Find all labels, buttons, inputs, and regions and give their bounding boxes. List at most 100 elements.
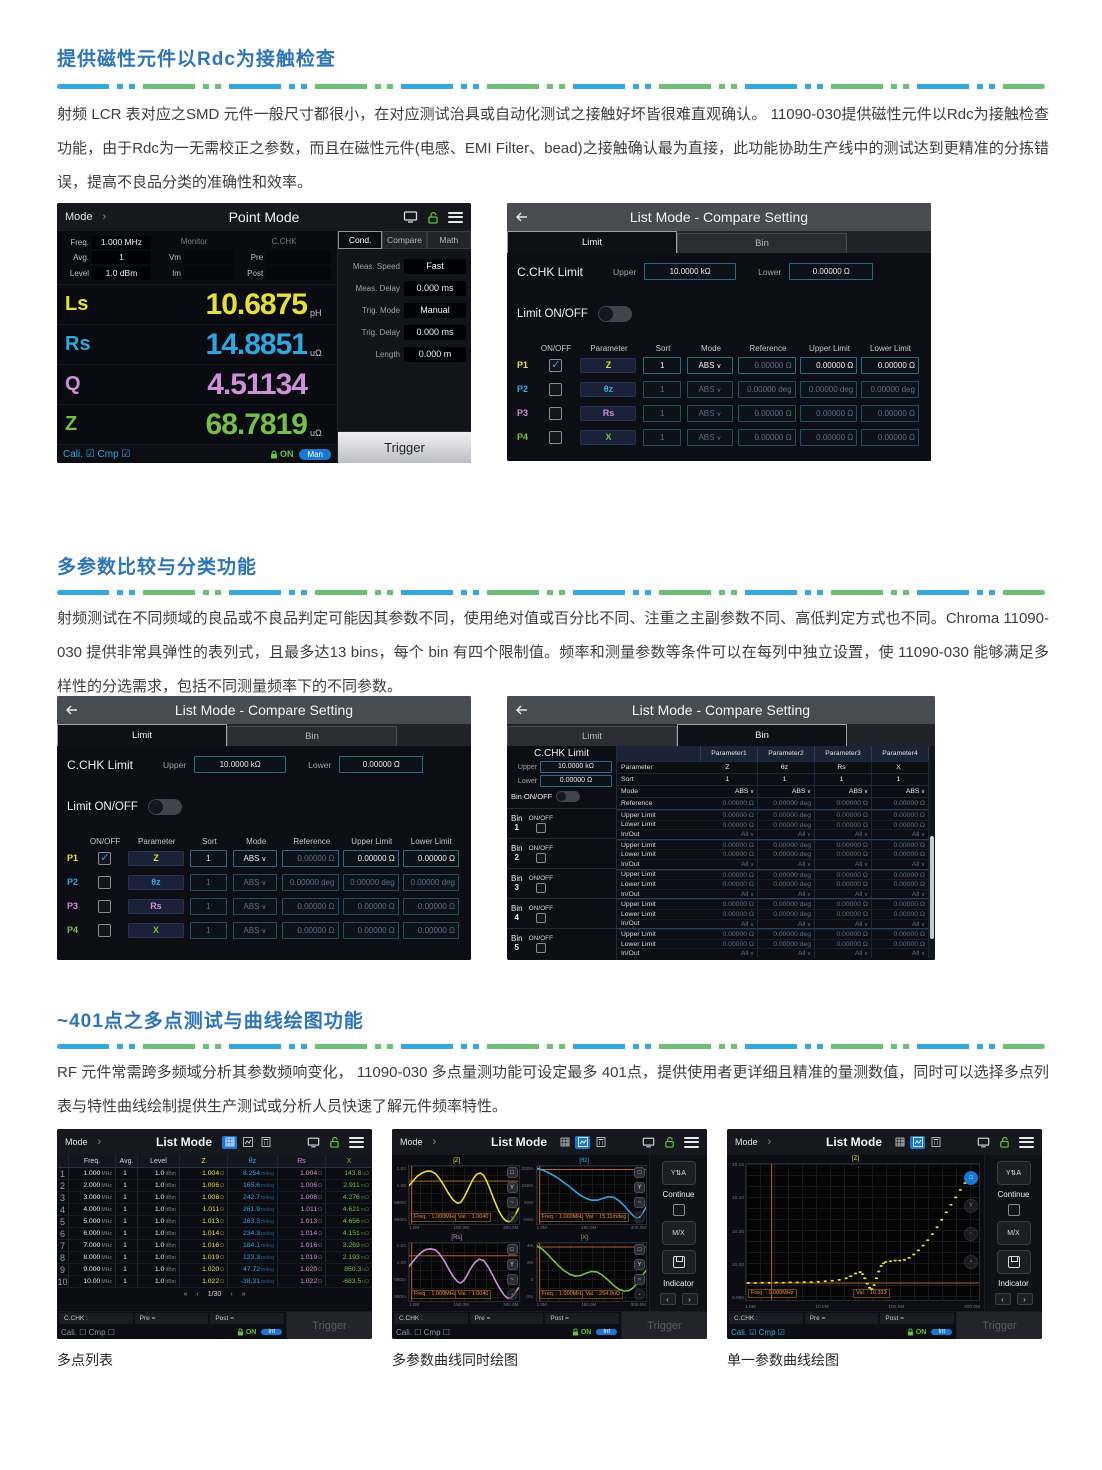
bin-inout-select[interactable]: All (815, 919, 872, 929)
table-row[interactable]: 9 9.000 MHz 1 1.0 dBm 1.020 Ω 47.72 mdeg 1.0… (57, 1264, 372, 1276)
lower-limit-field[interactable]: 0.00000 deg (861, 380, 919, 398)
indicator-prev-button[interactable]: ‹ (994, 1293, 1011, 1305)
lower-limit-field[interactable]: 0.00000 Ω (861, 356, 919, 374)
yscale-icon[interactable] (634, 1259, 645, 1270)
table-row[interactable]: 6 6.000 MHz 1 1.0 dBm 1.014 Ω 234.3 mdeg 1.0… (57, 1228, 372, 1240)
indicator-next-button[interactable]: › (1016, 1293, 1033, 1305)
curve-style-icon[interactable] (506, 1274, 518, 1285)
yscale-icon[interactable] (506, 1182, 518, 1193)
mode-select[interactable]: ABS (758, 786, 815, 797)
table-row[interactable]: 7 7.000 MHz 1 1.0 dBm 1.016 Ω 184.1 mdeg 1.0… (57, 1240, 372, 1252)
bin-lower-cell[interactable]: 0.00000 Ω (872, 909, 929, 919)
table-view-icon[interactable] (222, 1135, 237, 1149)
tab-limit[interactable]: Limit (57, 724, 227, 746)
save-icon[interactable] (506, 1212, 518, 1223)
bin-upper-cell[interactable]: 0.00000 deg (758, 811, 815, 820)
bin-inout-select[interactable]: All (872, 859, 929, 869)
bin-inout-select[interactable]: All (815, 830, 872, 839)
trigger-button[interactable]: Trigger (286, 1312, 372, 1339)
tab-bin[interactable]: Bin (677, 724, 847, 746)
y-autoscale-button[interactable] (661, 1161, 696, 1185)
display-icon[interactable] (642, 1137, 655, 1148)
table-row[interactable]: 3 3.000 MHz 1 1.0 dBm 1.008 Ω 242.7 mdeg 1.0… (57, 1192, 372, 1204)
table-row[interactable]: 5 5.000 MHz 1 1.0 dBm 1.013 Ω 263.3 mdeg 1.0… (57, 1216, 372, 1228)
chart-view-icon[interactable] (240, 1136, 255, 1149)
bin-lower-cell[interactable]: 0.00000 Ω (872, 820, 929, 830)
bin-inout-select[interactable]: All (701, 859, 758, 869)
reference-field[interactable]: 0.00000 Ω (282, 849, 339, 867)
menu-icon[interactable] (349, 1136, 364, 1148)
limit-toggle[interactable] (147, 799, 182, 815)
yscale-icon[interactable] (506, 1259, 518, 1270)
upper-limit-field[interactable]: 0.00000 Ω (342, 897, 399, 915)
trigger-button[interactable]: Trigger (621, 1312, 707, 1339)
mode-select[interactable]: ABS (687, 428, 733, 446)
bin-inout-select[interactable]: All (701, 830, 758, 839)
parameter-chip[interactable]: θz (580, 381, 637, 397)
curve-style-icon[interactable] (506, 1197, 518, 1208)
bin-checkbox[interactable] (535, 942, 546, 953)
bin-upper-cell[interactable]: 0.00000 Ω (701, 811, 758, 820)
condition-value[interactable]: 0.000 ms (404, 281, 466, 296)
onoff-checkbox[interactable] (98, 851, 112, 865)
tab-cond[interactable]: Cond. (338, 231, 383, 249)
table-view-icon[interactable] (892, 1136, 907, 1149)
save-icon[interactable] (634, 1289, 645, 1300)
mode-menu[interactable]: Mode (65, 1136, 101, 1148)
lower-limit-field[interactable]: 0.00000 deg (402, 873, 460, 891)
upper-limit-field[interactable]: 0.00000 Ω (799, 428, 858, 446)
bin-upper-cell[interactable]: 0.00000 Ω (815, 811, 872, 820)
bin-lower-cell[interactable]: 0.00000 deg (758, 880, 815, 889)
cchk-lower-field[interactable]: 0.00000 Ω (339, 756, 424, 773)
condition-value[interactable]: 0.000 ms (404, 325, 466, 340)
bin-lower-cell[interactable]: 0.00000 Ω (701, 820, 758, 830)
yscale-icon[interactable] (634, 1182, 645, 1193)
continue-checkbox[interactable] (672, 1204, 685, 1216)
back-icon[interactable] (65, 705, 79, 716)
bin-inout-select[interactable]: All (815, 859, 872, 869)
bin-checkbox[interactable] (535, 852, 546, 863)
cali-cmp-status[interactable]: Cali. ☐ Cmp ☐ (61, 1327, 115, 1337)
avg-field[interactable]: 1 (92, 251, 151, 264)
sort-field[interactable]: 1 (643, 428, 682, 446)
lower-limit-field[interactable]: 0.00000 Ω (861, 404, 919, 422)
parameter-cell[interactable]: θz (758, 762, 815, 773)
tab-bin[interactable]: Bin (677, 233, 847, 253)
cchk-upper-field[interactable]: 10.0000 kΩ (644, 263, 737, 280)
bin-upper-cell[interactable]: 0.00000 Ω (815, 900, 872, 909)
reference-field[interactable]: 0.00000 Ω (282, 897, 339, 915)
table-row[interactable]: 1 1.000 MHz 1 1.0 dBm 1.004 Ω 8.254 mdeg 1.0… (57, 1168, 372, 1180)
sort-field[interactable]: 1 (643, 356, 682, 374)
bin-lower-cell[interactable]: 0.00000 Ω (701, 939, 758, 949)
bin-upper-cell[interactable]: 0.00000 Ω (701, 870, 758, 880)
bin-upper-cell[interactable]: 0.00000 Ω (815, 930, 872, 939)
chart-view-icon[interactable] (910, 1135, 925, 1149)
bin-upper-cell[interactable]: 0.00000 deg (758, 840, 815, 850)
upper-limit-field[interactable]: 0.00000 Ω (342, 921, 399, 939)
menu-icon[interactable] (448, 211, 463, 223)
table-view-icon[interactable] (557, 1136, 572, 1149)
bin-lower-cell[interactable]: 0.00000 Ω (701, 909, 758, 919)
mode-select[interactable]: ABS (872, 786, 929, 797)
bin-lower-cell[interactable]: 0.00000 deg (758, 850, 815, 859)
sort-field[interactable]: 1 (643, 380, 682, 398)
calc-view-icon[interactable] (593, 1136, 608, 1149)
axis-mode-button[interactable] (661, 1221, 696, 1245)
sort-field[interactable]: 1 (189, 897, 227, 915)
tab-math[interactable]: Math (426, 231, 471, 249)
calc-view-icon[interactable] (928, 1136, 943, 1149)
display-icon[interactable] (977, 1137, 990, 1148)
condition-value[interactable]: Fast (404, 259, 466, 274)
next-page-button[interactable]: › (230, 1291, 233, 1298)
bin-inout-select[interactable]: All (758, 949, 815, 958)
bin-inout-select[interactable]: All (872, 919, 929, 929)
bin-inout-select[interactable]: All (758, 889, 815, 899)
upper-limit-field[interactable]: 0.00000 Ω (799, 356, 858, 374)
mode-select[interactable]: ABS (687, 356, 733, 374)
chart-view-icon[interactable] (575, 1135, 590, 1149)
active-plot-button[interactable] (964, 1171, 978, 1185)
bin-upper-cell[interactable]: 0.00000 Ω (701, 840, 758, 850)
mode-select[interactable]: ABS (815, 786, 872, 797)
display-icon[interactable] (403, 211, 418, 223)
plot-x[interactable]: Freq. : 1.000MHz Val. : 264.9uΩ (535, 1242, 647, 1302)
